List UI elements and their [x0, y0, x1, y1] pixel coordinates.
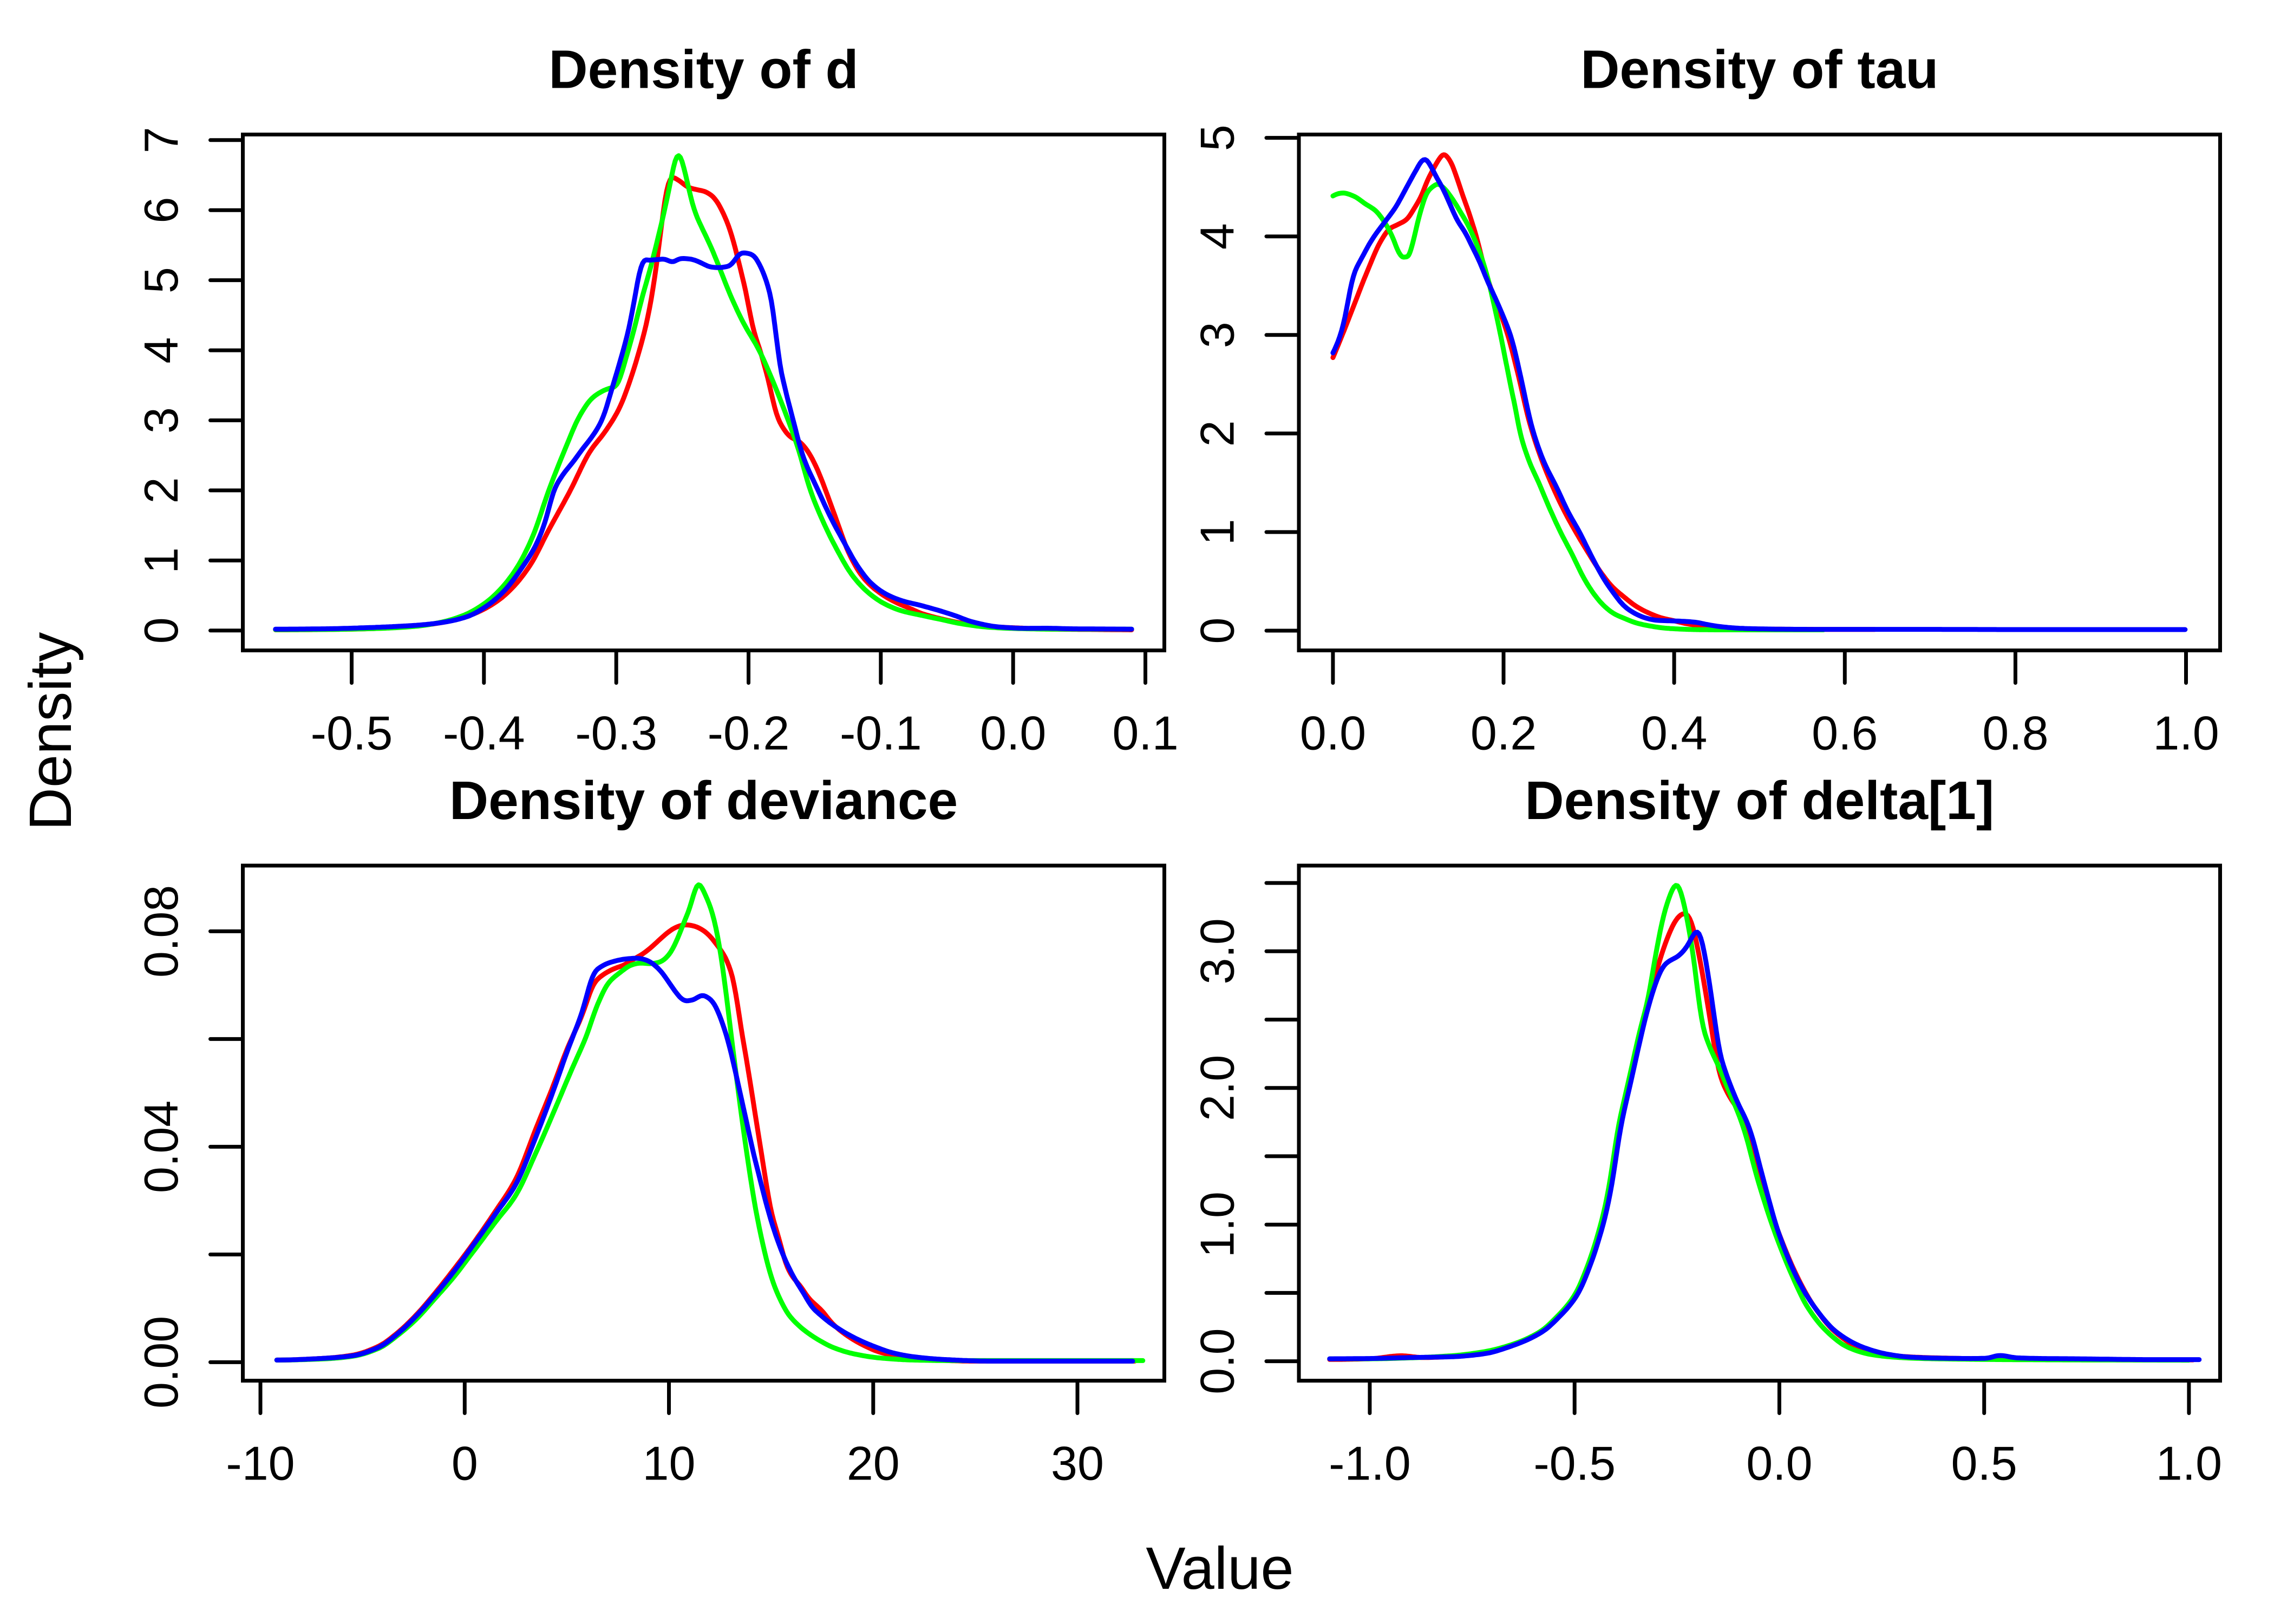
svg-text:0.0: 0.0 — [980, 706, 1046, 760]
svg-text:7: 7 — [134, 127, 188, 153]
svg-text:6: 6 — [134, 197, 188, 224]
svg-text:3: 3 — [1191, 322, 1244, 348]
svg-text:1.0: 1.0 — [2153, 706, 2219, 760]
svg-text:20: 20 — [847, 1437, 900, 1490]
svg-text:0.2: 0.2 — [1471, 706, 1537, 760]
svg-text:0.6: 0.6 — [1812, 706, 1878, 760]
svg-text:-0.4: -0.4 — [443, 706, 525, 760]
svg-text:0.00: 0.00 — [134, 1316, 188, 1409]
svg-text:5: 5 — [134, 267, 188, 293]
svg-text:0: 0 — [1191, 618, 1244, 644]
svg-text:4: 4 — [1191, 223, 1244, 250]
svg-text:2: 2 — [1191, 420, 1244, 447]
svg-text:2.0: 2.0 — [1191, 1055, 1244, 1121]
svg-text:Density of d: Density of d — [548, 40, 858, 100]
svg-text:-10: -10 — [226, 1437, 295, 1490]
svg-text:-0.2: -0.2 — [708, 706, 790, 760]
svg-text:Density of tau: Density of tau — [1580, 40, 1938, 100]
svg-text:0: 0 — [452, 1437, 478, 1490]
svg-text:0.0: 0.0 — [1300, 706, 1366, 760]
svg-text:Value: Value — [1146, 1535, 1293, 1602]
svg-text:0.04: 0.04 — [134, 1101, 188, 1193]
svg-text:1: 1 — [1191, 519, 1244, 545]
svg-text:Density of deviance: Density of deviance — [449, 770, 958, 831]
svg-text:10: 10 — [643, 1437, 696, 1490]
svg-text:0.5: 0.5 — [1951, 1437, 2017, 1490]
svg-text:4: 4 — [134, 337, 188, 364]
svg-text:1.0: 1.0 — [1191, 1191, 1244, 1258]
svg-text:3: 3 — [134, 407, 188, 434]
svg-text:2: 2 — [134, 477, 188, 503]
svg-text:5: 5 — [1191, 125, 1244, 151]
svg-text:0.8: 0.8 — [1982, 706, 2048, 760]
svg-text:0.4: 0.4 — [1641, 706, 1707, 760]
svg-text:-1.0: -1.0 — [1329, 1437, 1411, 1490]
svg-text:1.0: 1.0 — [2156, 1437, 2222, 1490]
svg-text:Density: Density — [17, 632, 84, 831]
svg-text:0: 0 — [134, 617, 188, 644]
svg-text:0.08: 0.08 — [134, 885, 188, 978]
svg-text:-0.1: -0.1 — [840, 706, 922, 760]
svg-text:-0.3: -0.3 — [575, 706, 657, 760]
svg-text:-0.5: -0.5 — [1533, 1437, 1616, 1490]
svg-text:0.1: 0.1 — [1112, 706, 1178, 760]
svg-text:Density of delta[1]: Density of delta[1] — [1525, 770, 1994, 831]
svg-text:0.0: 0.0 — [1191, 1328, 1244, 1394]
svg-text:30: 30 — [1051, 1437, 1104, 1490]
svg-text:-0.5: -0.5 — [311, 706, 393, 760]
svg-text:0.0: 0.0 — [1746, 1437, 1812, 1490]
svg-text:3.0: 3.0 — [1191, 918, 1244, 984]
svg-text:1: 1 — [134, 547, 188, 574]
